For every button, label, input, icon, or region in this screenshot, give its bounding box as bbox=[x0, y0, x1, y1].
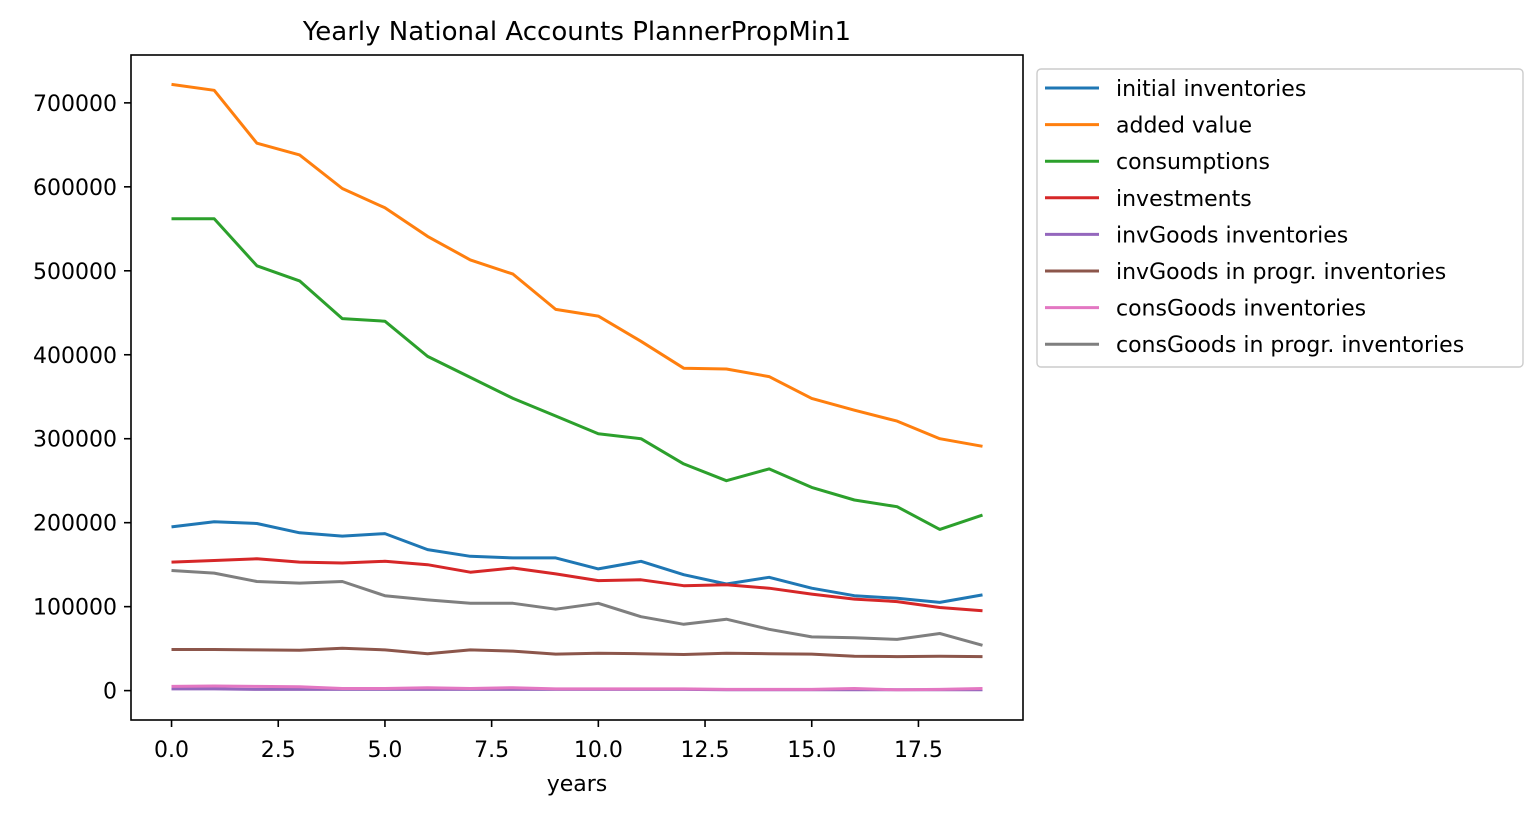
x-axis: 0.0 2.5 5.0 7.5 10.0 12.5 15.0 17.5 bbox=[154, 720, 943, 763]
series-line-6 bbox=[171, 646, 983, 659]
legend: initial inventories added value consumptio… bbox=[1036, 68, 1524, 368]
series-line-8 bbox=[171, 569, 983, 647]
x-tick-label: 15.0 bbox=[787, 738, 836, 763]
x-tick-label: 12.5 bbox=[681, 738, 730, 763]
legend-label: initial inventories bbox=[1116, 77, 1306, 102]
legend-label: consumptions bbox=[1116, 150, 1270, 175]
x-tick-label: 10.0 bbox=[574, 738, 623, 763]
legend-label: investments bbox=[1116, 187, 1252, 212]
y-tick-label: 600000 bbox=[33, 176, 117, 201]
series-line-7 bbox=[171, 684, 983, 692]
legend-label: consGoods inventories bbox=[1116, 297, 1366, 322]
x-axis-label: years bbox=[547, 772, 608, 797]
x-tick-label: 5.0 bbox=[367, 738, 402, 763]
x-tick-label: 7.5 bbox=[474, 738, 509, 763]
y-tick-label: 300000 bbox=[33, 428, 117, 453]
y-axis: 0 100000 200000 300000 400000 500000 600000 700… bbox=[33, 92, 131, 705]
y-tick-label: 200000 bbox=[33, 512, 117, 537]
legend-label: consGoods in progr. inventories bbox=[1116, 333, 1464, 358]
y-tick-label: 700000 bbox=[33, 92, 117, 117]
chart-title: Yearly National Accounts PlannerPropMin1 bbox=[302, 17, 851, 47]
series-line-2 bbox=[171, 82, 983, 448]
y-tick-label: 100000 bbox=[33, 596, 117, 621]
legend-label: added value bbox=[1116, 114, 1252, 139]
series-line-1 bbox=[171, 520, 983, 604]
series-lines bbox=[171, 82, 983, 692]
series-line-4 bbox=[171, 557, 983, 613]
legend-label: invGoods inventories bbox=[1116, 223, 1348, 248]
x-tick-label: 0.0 bbox=[154, 738, 189, 763]
y-tick-label: 400000 bbox=[33, 344, 117, 369]
legend-box bbox=[1036, 68, 1524, 368]
y-tick-label: 0 bbox=[103, 680, 117, 705]
legend-label: invGoods in progr. inventories bbox=[1116, 260, 1446, 285]
x-tick-label: 17.5 bbox=[894, 738, 943, 763]
y-tick-label: 500000 bbox=[33, 260, 117, 285]
x-tick-label: 2.5 bbox=[261, 738, 296, 763]
plot-frame bbox=[130, 54, 1024, 721]
series-line-3 bbox=[171, 217, 983, 531]
